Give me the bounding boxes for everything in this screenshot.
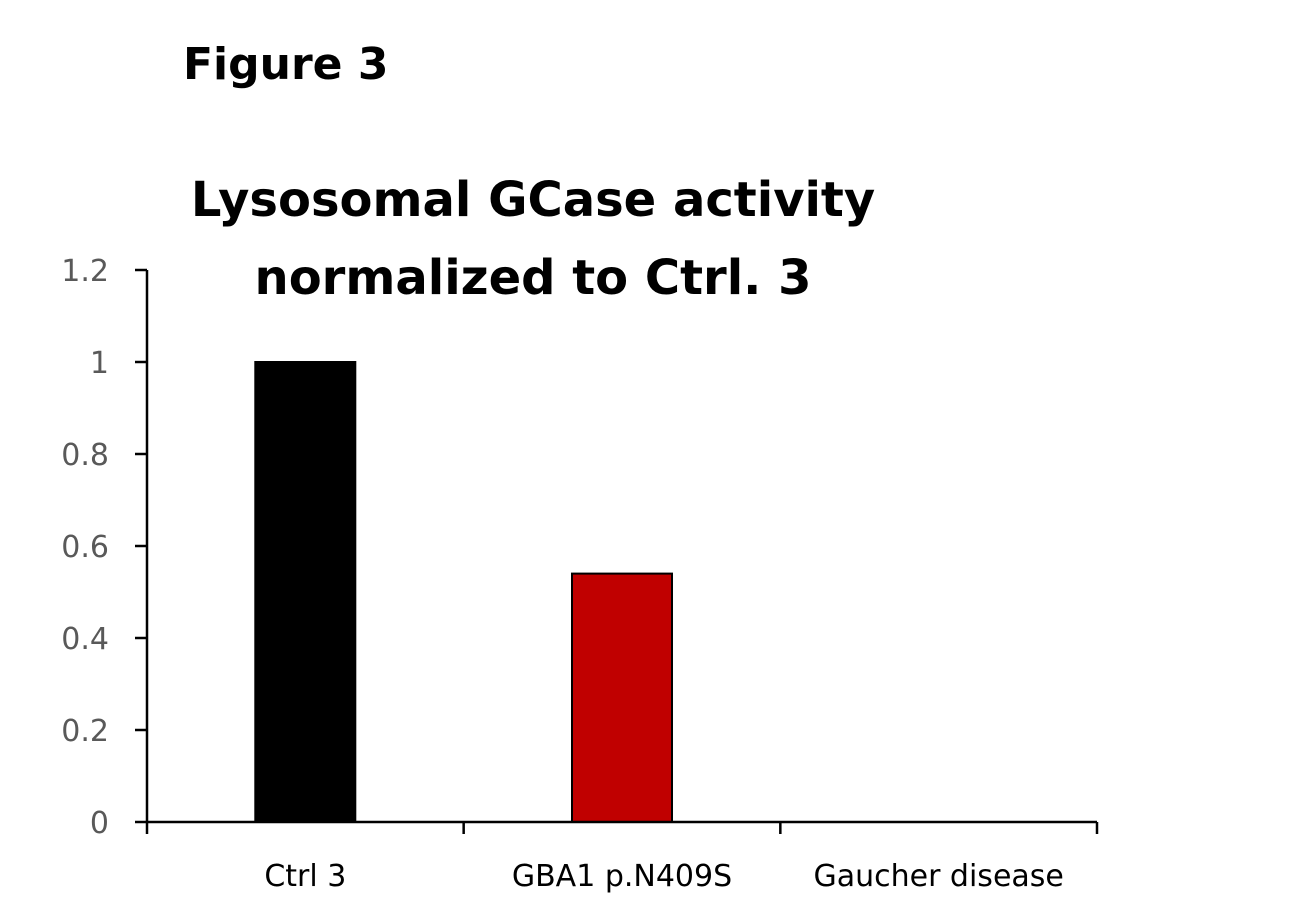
chart-title: Lysosomal GCase activity normalized to C… — [191, 172, 875, 306]
x-axis: Ctrl 3 GBA1 p.N409S Gaucher disease — [145, 820, 1099, 894]
y-tick-label: 0.2 — [61, 714, 109, 749]
y-tick-label: 0.8 — [61, 438, 109, 473]
bar-2 — [571, 572, 673, 823]
x-category-label: Gaucher disease — [813, 859, 1063, 894]
figure-label: Figure 3 — [183, 39, 388, 90]
y-tick-label: 0.4 — [61, 622, 109, 657]
x-category-label: GBA1 p.N409S — [512, 859, 732, 894]
y-tick-label: 1 — [90, 346, 109, 381]
y-tick-label: 0 — [90, 806, 109, 841]
chart-title-line-1: Lysosomal GCase activity — [191, 172, 875, 228]
y-axis: 0 0.2 0.4 0.6 0.8 1 1.2 — [61, 254, 149, 841]
bars-group — [254, 361, 673, 823]
y-tick-label: 1.2 — [61, 254, 109, 289]
bar-1 — [254, 361, 357, 823]
chart-title-line-2: normalized to Ctrl. 3 — [255, 250, 812, 306]
y-tick-label: 0.6 — [61, 530, 109, 565]
x-category-label: Ctrl 3 — [264, 859, 346, 894]
